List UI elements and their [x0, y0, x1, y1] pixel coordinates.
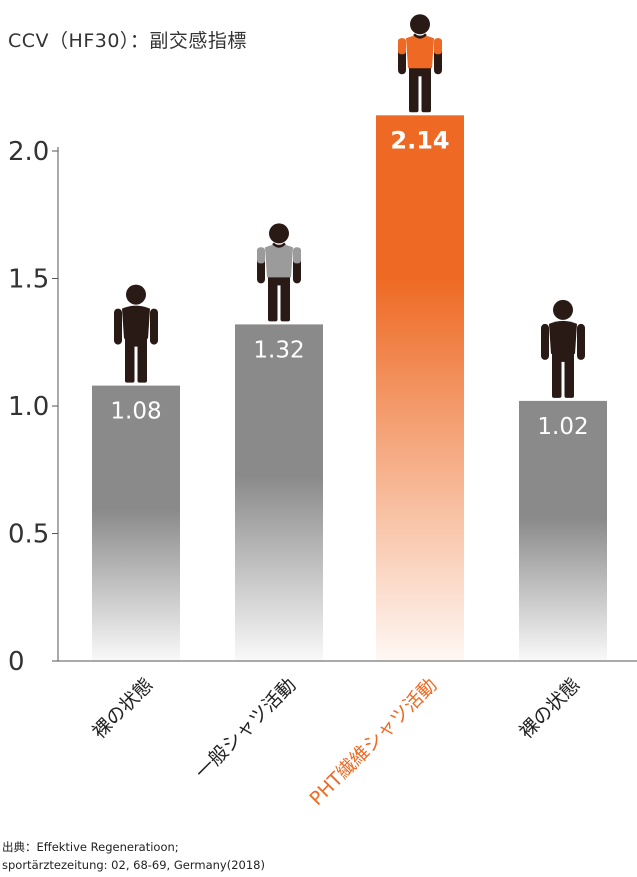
x-tick-label: 一般シャツ活動: [191, 674, 301, 784]
data-label: 1.02: [537, 414, 588, 440]
person-icon: [541, 299, 585, 398]
person-icon: [398, 14, 442, 113]
x-tick-label: 裸の状態: [515, 674, 584, 743]
bar: [235, 324, 323, 661]
bar: [376, 115, 464, 662]
data-label: 1.08: [110, 399, 161, 425]
x-tick-label: 裸の状態: [88, 674, 157, 743]
source-note: 出典：Effektive Regeneratioon; sportärzteze…: [2, 838, 265, 874]
person-icon: [257, 223, 301, 322]
y-tick-label: 0: [8, 647, 25, 677]
chart-title: CCV（HF30）：副交感指標: [8, 30, 247, 52]
y-tick-label: 1.5: [8, 265, 49, 295]
y-tick-label: 2.0: [8, 137, 49, 167]
bar: [92, 385, 180, 661]
bar: [519, 400, 607, 661]
source-line-1: 出典：Effektive Regeneratioon;: [2, 840, 179, 854]
x-tick-label: PHT繊維シャツ活動: [306, 674, 442, 810]
person-icon: [114, 284, 158, 383]
data-label: 1.32: [253, 337, 304, 363]
y-tick-label: 0.5: [8, 520, 49, 550]
source-line-2: sportärztezeitung: 02, 68-69, Germany(20…: [2, 858, 265, 872]
data-label: 2.14: [390, 126, 449, 154]
y-tick-label: 1.0: [8, 392, 49, 422]
